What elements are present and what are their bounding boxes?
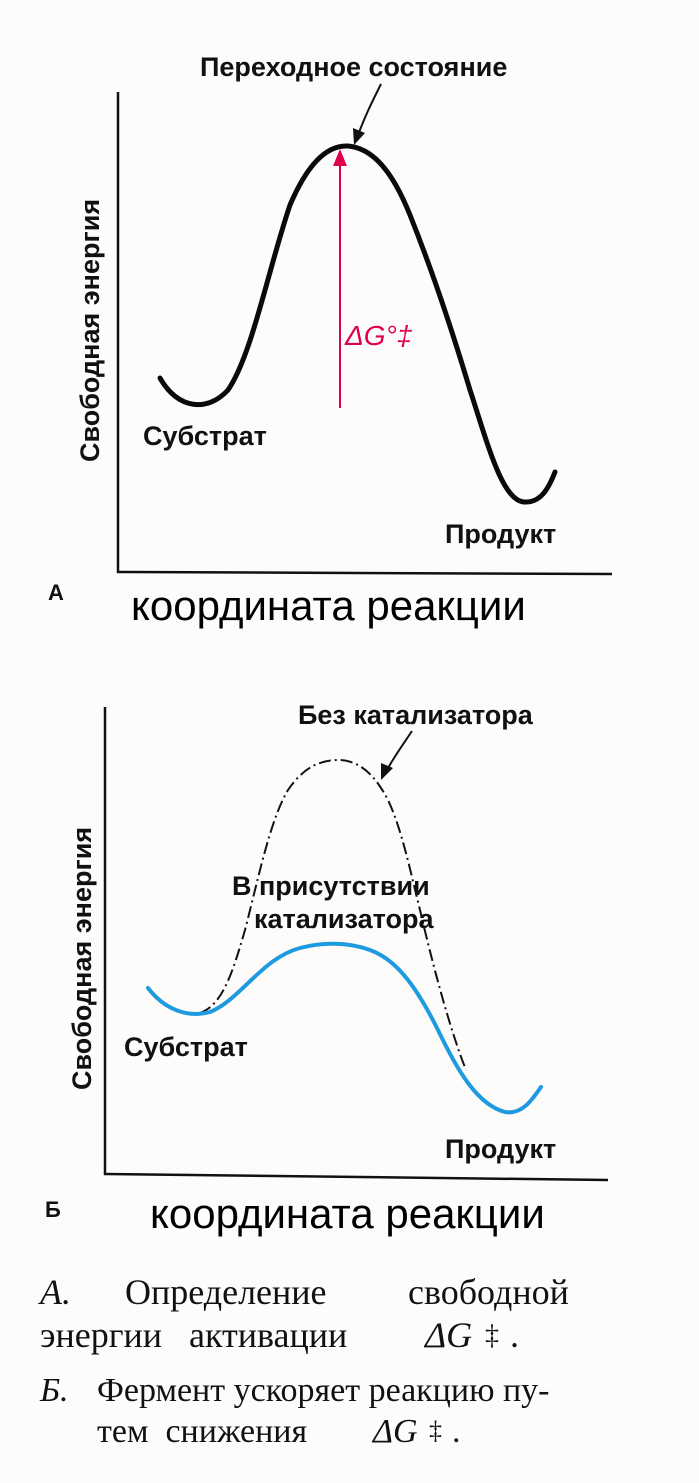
panel-a: ΔG°‡ Переходное состояние Субстрат Проду… — [48, 52, 613, 629]
panel-a-letter: А — [48, 580, 64, 605]
panel-a-transition-arrowhead — [353, 128, 365, 145]
panel-b-letter: Б — [45, 1197, 61, 1222]
caption-a-word-2: свободной — [408, 1272, 569, 1312]
panel-b-y-axis-label: Свободная энергия — [67, 827, 97, 1090]
panel-b-x-axis-label: координата реакции — [150, 1190, 545, 1237]
panel-a-energy-curve — [157, 143, 558, 505]
panel-b-uncatalyzed-label: Без катализатора — [298, 700, 534, 730]
panel-a-transition-arrow — [356, 83, 382, 139]
caption-b-symbol: ΔG — [371, 1413, 418, 1450]
caption: А. Определение свободной энергии активац… — [38, 1272, 569, 1450]
caption-b-line-2: тем снижения — [97, 1413, 307, 1450]
panel-b-uncatalyzed-curve — [199, 758, 467, 1071]
caption-a-letter: А. — [38, 1272, 71, 1312]
panel-b: Без катализатора В присутствии катализат… — [45, 700, 609, 1237]
panel-a-delta-label: ΔG°‡ — [344, 320, 413, 351]
caption-b-line-1: Фермент ускоряет реакцию пу- — [97, 1372, 550, 1409]
panel-b-catalyzed-label-line1: В присутствии — [232, 871, 430, 901]
caption-b-letter: Б. — [39, 1372, 69, 1409]
panel-b-catalyzed-label-line2: катализатора — [254, 904, 434, 934]
caption-a-double-dagger: ‡ — [485, 1320, 499, 1351]
panel-b-uncatalyzed-arrow — [385, 730, 413, 773]
panel-a-y-axis-label: Свободная энергия — [75, 199, 105, 462]
panel-a-product-label: Продукт — [445, 519, 556, 549]
caption-a-word-1: Определение — [125, 1272, 327, 1312]
panel-b-product-label: Продукт — [445, 1134, 556, 1164]
caption-a-line-2: энергии активации — [40, 1315, 347, 1355]
panel-a-delta-arrowhead — [333, 149, 347, 166]
panel-a-x-axis — [116, 570, 613, 576]
panel-a-transition-label: Переходное состояние — [200, 52, 507, 82]
panel-b-x-axis — [103, 1172, 609, 1182]
caption-b-end: . — [452, 1413, 461, 1450]
panel-a-x-axis-label: координата реакции — [131, 582, 526, 629]
panel-b-catalyzed-curve — [146, 941, 543, 1115]
panel-a-substrate-label: Субстрат — [143, 421, 267, 451]
panel-b-uncatalyzed-arrowhead — [381, 763, 393, 780]
caption-a-end: . — [510, 1315, 519, 1355]
panel-b-substrate-label: Субстрат — [124, 1032, 248, 1062]
caption-b-double-dagger: ‡ — [429, 1416, 442, 1445]
caption-a-symbol: ΔG — [423, 1315, 472, 1355]
